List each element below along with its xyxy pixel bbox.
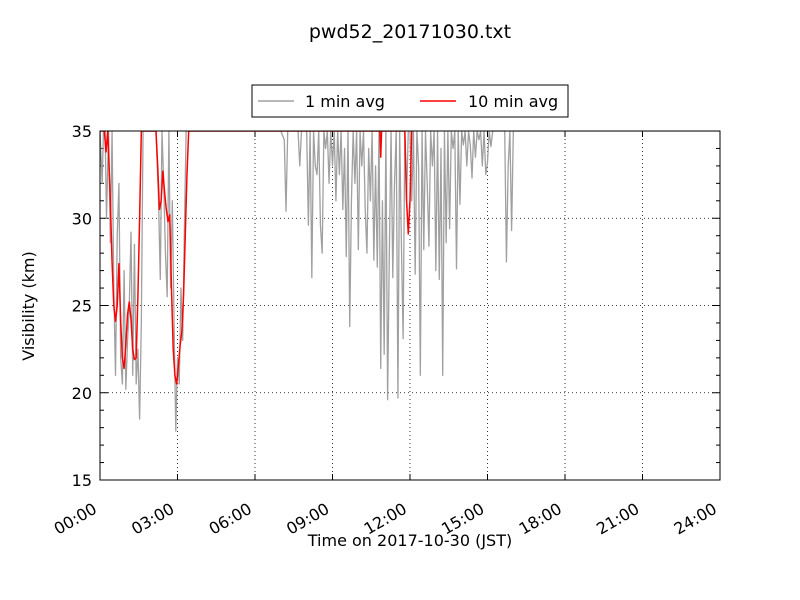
x-axis-label: Time on 2017-10-30 (JST) [307, 531, 512, 550]
legend-label-1min: 1 min avg [305, 92, 385, 111]
y-tick-label: 20 [72, 384, 92, 403]
legend-box [251, 84, 569, 118]
plot-frame [99, 130, 721, 481]
legend-label-10min: 10 min avg [468, 92, 558, 111]
y-tick-label: 25 [72, 297, 92, 316]
chart-title: pwd52_20171030.txt [309, 21, 511, 43]
y-tick-label: 35 [72, 122, 92, 141]
series-line-1min-avg [100, 131, 720, 432]
series-line-10min-avg [100, 131, 413, 385]
series-layer [100, 131, 720, 432]
y-axis-label: Visibility (km) [19, 251, 38, 360]
grid-lines [100, 131, 720, 480]
y-tick-labels: 15 20 25 30 35 [72, 122, 92, 490]
y-tick-label: 15 [72, 471, 92, 490]
legend: 1 min avg 10 min avg [251, 84, 569, 118]
y-tick-label: 30 [72, 209, 92, 228]
